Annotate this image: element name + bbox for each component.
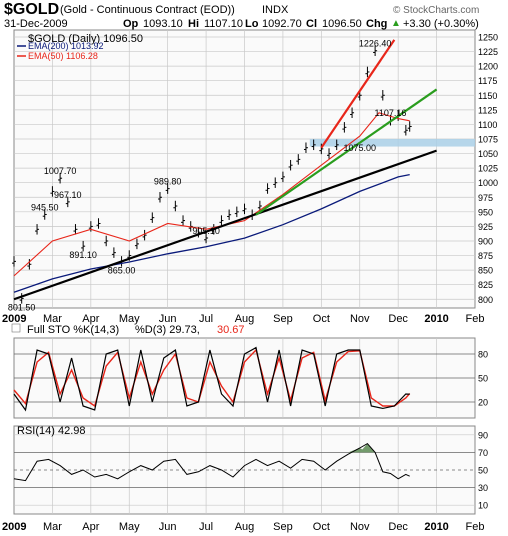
price-y-tick-label: 975 xyxy=(478,193,493,203)
ema50-line xyxy=(13,112,410,277)
sto-k-line xyxy=(13,346,410,412)
price-y-tick-label: 925 xyxy=(478,222,493,232)
price-annotation-label: 891.10 xyxy=(69,250,97,260)
high-label: Hi xyxy=(188,18,199,30)
price-y-tick-label: 1175 xyxy=(478,76,497,86)
price-x-tick-label: May xyxy=(119,313,140,325)
price-x-tick-label: Jul xyxy=(199,313,213,325)
rsi-y-tick-label: 90 xyxy=(478,430,488,440)
price-y-tick-label: 1200 xyxy=(478,62,498,72)
sto-legend-swatch xyxy=(11,323,21,333)
watermark: © StockCharts.com xyxy=(393,5,480,16)
price-legend-gold: $GOLD (Daily) 1096.50 xyxy=(28,33,143,45)
close-label: Cl xyxy=(306,18,317,30)
price-y-tick-label: 1100 xyxy=(478,120,497,130)
price-x-tick-label: Nov xyxy=(350,313,370,325)
rsi-y-tick-label: 10 xyxy=(478,501,488,511)
rsi-legend: RSI(14) 42.98 xyxy=(17,425,85,437)
price-x-tick-label: 2010 xyxy=(424,313,448,325)
rsi-x-tick-label: Dec xyxy=(388,521,408,533)
price-annotation-label: 1226.40 xyxy=(359,39,392,49)
price-annotation-label: 801.50 xyxy=(8,302,36,312)
rsi-x-tick-label: Jul xyxy=(199,521,213,533)
rsi-x-tick-label: Mar xyxy=(43,521,62,533)
price-y-tick-label: 1075 xyxy=(478,134,498,144)
ema200-line xyxy=(13,173,410,293)
price-y-tick-label: 1150 xyxy=(478,91,497,101)
rsi-y-tick-label: 30 xyxy=(478,483,488,493)
price-x-tick-label: Sep xyxy=(273,313,293,325)
rsi-x-tick-label: Jun xyxy=(159,521,177,533)
price-y-tick-label: 1000 xyxy=(478,178,498,188)
low-value: 1092.70 xyxy=(262,18,302,30)
rsi-x-tick-label: Oct xyxy=(313,521,330,533)
chart-symbol: $GOLD xyxy=(4,1,60,18)
rsi-x-tick-label: Nov xyxy=(350,521,370,533)
price-y-tick-label: 950 xyxy=(478,207,493,217)
rsi-x-tick-label: May xyxy=(119,521,140,533)
price-x-tick-label: Aug xyxy=(235,313,255,325)
price-y-tick-label: 1225 xyxy=(478,47,498,57)
change-value: +3.30 (+0.30%) xyxy=(403,18,479,30)
chart-name: (Gold - Continuous Contract (EOD)) xyxy=(60,4,235,16)
rsi-x-tick-label: 2010 xyxy=(424,521,448,533)
support-band xyxy=(309,138,475,147)
price-annotation-label: 967.10 xyxy=(54,190,82,200)
price-y-tick-label: 800 xyxy=(478,295,493,305)
price-legend-ema50: EMA(50) 1106.28 xyxy=(28,51,98,61)
price-x-tick-label: Jun xyxy=(159,313,177,325)
rsi-x-tick-label: 2009 xyxy=(2,521,26,533)
price-y-tick-label: 875 xyxy=(478,251,493,261)
rsi-x-tick-label: Feb xyxy=(466,521,485,533)
price-y-tick-label: 825 xyxy=(478,280,493,290)
price-x-tick-label: Dec xyxy=(388,313,408,325)
sto-legend-d: %D(3) 29.73, xyxy=(135,324,200,336)
price-x-tick-label: Mar xyxy=(43,313,62,325)
trendline-black xyxy=(13,149,437,301)
rsi-line xyxy=(13,442,410,482)
open-label: Op xyxy=(123,18,139,30)
sto-y-tick-label: 20 xyxy=(478,398,488,408)
rsi-y-tick-label: 50 xyxy=(478,466,488,476)
rsi-y-tick-label: 70 xyxy=(478,448,488,458)
price-annotation-label: 1107.16 xyxy=(375,108,407,118)
price-x-tick-label: Feb xyxy=(466,313,485,325)
high-value: 1107.10 xyxy=(204,18,243,30)
price-y-tick-label: 1050 xyxy=(478,149,498,159)
rsi-x-tick-label: Apr xyxy=(82,521,99,533)
price-annotation-label: 1075.00 xyxy=(343,143,376,153)
price-y-tick-label: 1125 xyxy=(478,105,497,115)
rsi-x-tick-label: Sep xyxy=(273,521,293,533)
price-annotation-label: 905.10 xyxy=(192,226,220,236)
sto-y-tick-label: 50 xyxy=(478,374,488,384)
price-annotation-label: 989.80 xyxy=(154,177,182,187)
trendline-green xyxy=(255,88,438,216)
change-label: Chg xyxy=(366,18,388,30)
chart-date: 31-Dec-2009 xyxy=(4,18,68,30)
price-annotation-label: 865.00 xyxy=(108,265,136,275)
close-value: 1096.50 xyxy=(322,18,362,30)
price-legend-ema200: EMA(200) 1013.92 xyxy=(28,41,104,51)
rsi-x-tick-label: Aug xyxy=(235,521,255,533)
low-label: Lo xyxy=(245,18,259,30)
trendline-red xyxy=(320,39,396,149)
price-annotation-label: 1007.70 xyxy=(44,166,77,176)
chart-exchange: INDX xyxy=(262,4,289,16)
price-y-tick-label: 850 xyxy=(478,266,493,276)
price-y-tick-label: 1250 xyxy=(478,32,498,42)
sto-y-tick-label: 80 xyxy=(478,350,488,360)
price-y-tick-label: 900 xyxy=(478,236,493,246)
price-y-tick-label: 1025 xyxy=(478,164,498,174)
sto-legend-d-value: 30.67 xyxy=(217,324,245,336)
price-x-tick-label: Oct xyxy=(313,313,330,325)
change-arrow-icon: ▲ xyxy=(391,18,401,29)
price-annotation-label: 945.50 xyxy=(31,202,59,212)
price-x-tick-label: Apr xyxy=(82,313,99,325)
open-value: 1093.10 xyxy=(143,18,183,30)
price-x-tick-label: 2009 xyxy=(2,313,26,325)
sto-legend-k: Full STO %K(14,3) xyxy=(27,324,119,336)
